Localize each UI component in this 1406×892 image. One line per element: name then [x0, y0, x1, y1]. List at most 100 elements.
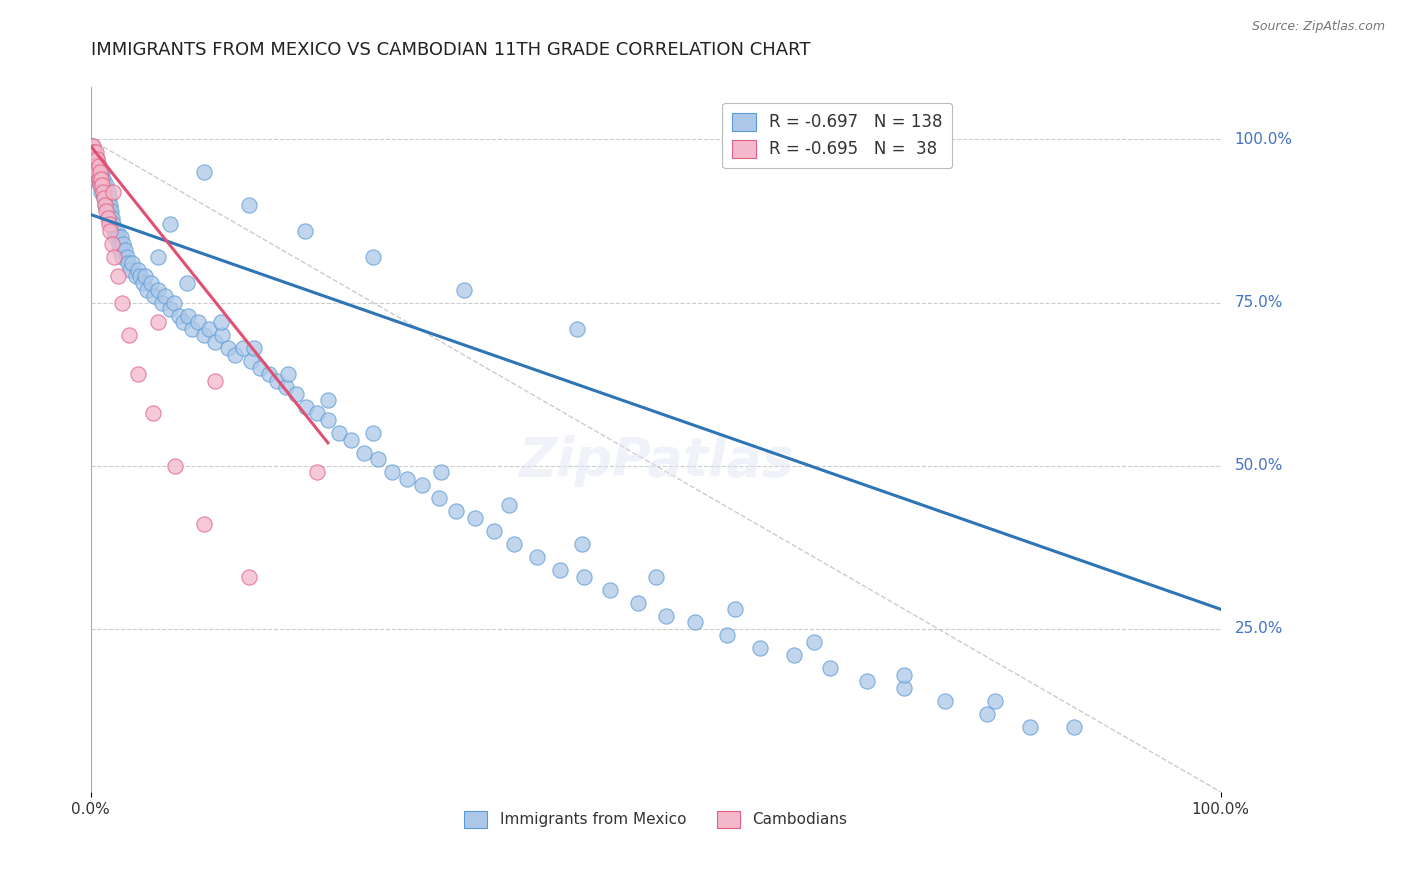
Point — [84, 165, 107, 179]
Point — [165, 458, 187, 473]
Point — [97, 197, 120, 211]
Point — [96, 178, 118, 193]
Point — [94, 197, 117, 211]
Point — [430, 465, 453, 479]
Point — [112, 236, 135, 251]
Point — [90, 171, 112, 186]
Point — [114, 244, 136, 258]
Point — [91, 185, 114, 199]
Point — [305, 407, 328, 421]
Point — [163, 295, 186, 310]
Point — [211, 328, 233, 343]
Point — [482, 524, 505, 538]
Point — [134, 269, 156, 284]
Point — [107, 269, 129, 284]
Point — [117, 256, 139, 270]
Point — [181, 321, 204, 335]
Point — [127, 263, 149, 277]
Point — [87, 159, 110, 173]
Point — [94, 197, 117, 211]
Point — [108, 236, 131, 251]
Point — [111, 295, 134, 310]
Point — [172, 315, 194, 329]
Point — [89, 165, 111, 179]
Point — [240, 354, 263, 368]
Point — [381, 465, 404, 479]
Point — [748, 641, 770, 656]
Point — [803, 635, 825, 649]
Point — [232, 341, 254, 355]
Point — [167, 309, 190, 323]
Point — [84, 159, 107, 173]
Point — [526, 549, 548, 564]
Point — [316, 413, 339, 427]
Point — [101, 236, 124, 251]
Point — [453, 283, 475, 297]
Point — [565, 321, 588, 335]
Point — [266, 374, 288, 388]
Point — [97, 191, 120, 205]
Point — [361, 250, 384, 264]
Point — [150, 295, 173, 310]
Point — [84, 145, 107, 160]
Point — [93, 191, 115, 205]
Point — [716, 628, 738, 642]
Point — [127, 368, 149, 382]
Point — [98, 211, 121, 225]
Point — [153, 289, 176, 303]
Point — [142, 289, 165, 303]
Point — [724, 602, 747, 616]
Point — [80, 139, 103, 153]
Point — [498, 498, 520, 512]
Point — [115, 250, 138, 264]
Point — [94, 185, 117, 199]
Point — [93, 191, 115, 205]
Point — [110, 230, 132, 244]
Point — [82, 145, 104, 160]
Point — [148, 283, 170, 297]
Point — [121, 256, 143, 270]
Point — [571, 537, 593, 551]
Text: IMMIGRANTS FROM MEXICO VS CAMBODIAN 11TH GRADE CORRELATION CHART: IMMIGRANTS FROM MEXICO VS CAMBODIAN 11TH… — [90, 41, 810, 59]
Point — [893, 681, 915, 695]
Point — [83, 152, 105, 166]
Point — [224, 348, 246, 362]
Point — [103, 185, 125, 199]
Point — [120, 263, 142, 277]
Point — [818, 661, 841, 675]
Point — [93, 178, 115, 193]
Point — [129, 269, 152, 284]
Point — [328, 426, 350, 441]
Point — [856, 673, 879, 688]
Point — [148, 250, 170, 264]
Point — [107, 230, 129, 244]
Point — [159, 217, 181, 231]
Text: 25.0%: 25.0% — [1234, 622, 1282, 636]
Point — [599, 582, 621, 597]
Point — [339, 433, 361, 447]
Point — [177, 309, 200, 323]
Text: 50.0%: 50.0% — [1234, 458, 1282, 473]
Point — [89, 178, 111, 193]
Point — [84, 152, 107, 166]
Point — [84, 159, 107, 173]
Point — [111, 250, 134, 264]
Point — [90, 178, 112, 193]
Point — [101, 211, 124, 225]
Point — [86, 152, 108, 166]
Point — [82, 145, 104, 160]
Point — [100, 204, 122, 219]
Point — [934, 693, 956, 707]
Point — [89, 178, 111, 193]
Text: Source: ZipAtlas.com: Source: ZipAtlas.com — [1251, 20, 1385, 33]
Point — [84, 159, 107, 173]
Point — [142, 407, 165, 421]
Point — [285, 387, 308, 401]
Point — [89, 165, 111, 179]
Point — [238, 197, 260, 211]
Point — [98, 224, 121, 238]
Point — [148, 315, 170, 329]
Point — [91, 171, 114, 186]
Point — [1063, 720, 1085, 734]
Point — [644, 569, 666, 583]
